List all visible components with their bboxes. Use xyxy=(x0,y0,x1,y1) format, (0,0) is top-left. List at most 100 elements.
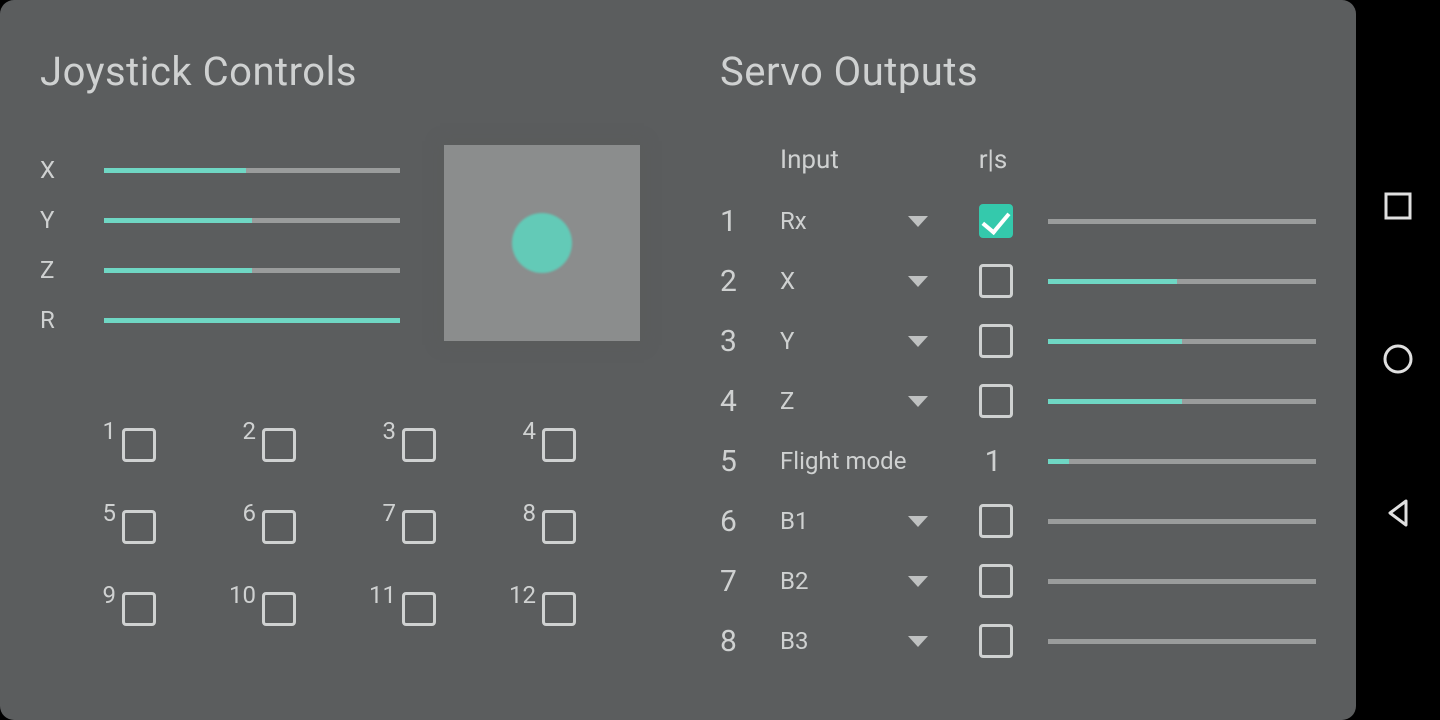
servo-output-bar[interactable] xyxy=(1048,639,1316,644)
servo-output-bar[interactable] xyxy=(1048,219,1316,224)
chevron-down-icon xyxy=(908,636,928,647)
servo-input-label: Rx xyxy=(780,207,807,235)
joystick-button-checkbox[interactable] xyxy=(402,592,436,626)
joystick-button-cell: 5 xyxy=(80,487,220,567)
servo-output-bar[interactable] xyxy=(1048,579,1316,584)
chevron-down-icon xyxy=(908,576,928,587)
servo-rs-text: 1 xyxy=(958,444,1028,479)
servo-row-index: 4 xyxy=(720,384,780,419)
joystick-button-checkbox[interactable] xyxy=(262,510,296,544)
servo-rs-cell xyxy=(958,264,1028,298)
servo-input-select[interactable]: Y xyxy=(780,327,958,355)
chevron-down-icon xyxy=(908,336,928,347)
joystick-button-cell: 6 xyxy=(220,487,360,567)
servo-bar-fill xyxy=(1048,279,1177,284)
joystick-button-checkbox[interactable] xyxy=(262,428,296,462)
joystick-button-checkbox[interactable] xyxy=(122,428,156,462)
joystick-pad[interactable] xyxy=(444,145,640,341)
servo-row-index: 2 xyxy=(720,264,780,299)
servo-rs-checkbox[interactable] xyxy=(979,504,1013,538)
servo-rs-cell xyxy=(958,624,1028,658)
servo-row: 6B1 xyxy=(720,491,1316,551)
servo-output-bar[interactable] xyxy=(1048,279,1316,284)
servo-output-bar[interactable] xyxy=(1048,519,1316,524)
servo-input-select[interactable]: B2 xyxy=(780,567,958,595)
servo-input-label: B3 xyxy=(780,627,808,655)
joystick-button-cell: 11 xyxy=(360,569,500,649)
joystick-button-checkbox[interactable] xyxy=(262,592,296,626)
servo-input-select[interactable]: Rx xyxy=(780,207,958,235)
servo-rs-cell xyxy=(958,384,1028,418)
joystick-button-cell: 9 xyxy=(80,569,220,649)
joystick-button-number: 6 xyxy=(220,499,256,527)
servo-input-select[interactable]: B3 xyxy=(780,627,958,655)
servo-row: 2X xyxy=(720,251,1316,311)
axis-bar-fill xyxy=(104,218,252,223)
servo-rs-checkbox[interactable] xyxy=(979,264,1013,298)
joystick-button-checkbox[interactable] xyxy=(542,510,576,544)
axes-list: XYZR xyxy=(40,145,400,345)
joystick-button-number: 4 xyxy=(500,417,536,445)
axis-bar[interactable] xyxy=(104,318,400,323)
servo-input-select[interactable]: B1 xyxy=(780,507,958,535)
servo-rs-cell xyxy=(958,324,1028,358)
chevron-down-icon xyxy=(908,216,928,227)
joystick-button-number: 12 xyxy=(500,581,536,609)
servo-rs-checkbox[interactable] xyxy=(979,324,1013,358)
axis-bar[interactable] xyxy=(104,218,400,223)
servo-row-index: 1 xyxy=(720,204,780,239)
joystick-button-checkbox[interactable] xyxy=(542,592,576,626)
axis-row: Z xyxy=(40,245,400,295)
servo-rs-checkbox[interactable] xyxy=(979,204,1013,238)
servo-header: Input r|s xyxy=(720,145,1316,175)
joystick-button-checkbox[interactable] xyxy=(402,428,436,462)
servo-rs-cell xyxy=(958,504,1028,538)
servo-output-bar[interactable] xyxy=(1048,399,1316,404)
home-icon[interactable] xyxy=(1381,342,1415,376)
servo-row-index: 7 xyxy=(720,564,780,599)
joystick-button-number: 9 xyxy=(80,581,116,609)
chevron-down-icon xyxy=(908,276,928,287)
joystick-dot xyxy=(512,213,572,273)
recent-apps-icon[interactable] xyxy=(1383,191,1413,221)
axis-label: Y xyxy=(40,206,104,234)
servo-header-input: Input xyxy=(780,145,958,175)
joystick-button-checkbox[interactable] xyxy=(122,592,156,626)
joystick-button-cell: 10 xyxy=(220,569,360,649)
servo-row: 8B3 xyxy=(720,611,1316,671)
servo-input-label: X xyxy=(780,267,795,295)
axis-bar-fill xyxy=(104,318,400,323)
joystick-button-checkbox[interactable] xyxy=(122,510,156,544)
servo-row-index: 8 xyxy=(720,624,780,659)
servo-input-label: Y xyxy=(780,327,794,355)
servo-rs-checkbox[interactable] xyxy=(979,624,1013,658)
back-icon[interactable] xyxy=(1382,497,1414,529)
joystick-button-number: 10 xyxy=(220,581,256,609)
axis-label: Z xyxy=(40,256,104,284)
servo-column: Servo Outputs Input r|s 1Rx2X3Y4Z5Flight… xyxy=(680,48,1316,690)
servo-rows: 1Rx2X3Y4Z5Flight mode16B17B28B3 xyxy=(720,191,1316,671)
servo-rs-checkbox[interactable] xyxy=(979,384,1013,418)
app-panel: Joystick Controls XYZR 123456789101112 S… xyxy=(0,0,1356,720)
joystick-button-number: 8 xyxy=(500,499,536,527)
servo-input-select[interactable]: Z xyxy=(780,387,958,415)
axis-label: X xyxy=(40,156,104,184)
joystick-button-checkbox[interactable] xyxy=(402,510,436,544)
joystick-button-grid: 123456789101112 xyxy=(40,405,680,649)
axis-bar[interactable] xyxy=(104,168,400,173)
axis-bar[interactable] xyxy=(104,268,400,273)
chevron-down-icon xyxy=(908,516,928,527)
joystick-button-number: 1 xyxy=(80,417,116,445)
android-navbar xyxy=(1356,0,1440,720)
servo-row: 5Flight mode1 xyxy=(720,431,1316,491)
servo-input-label: B1 xyxy=(780,507,808,535)
servo-bar-fill xyxy=(1048,339,1182,344)
servo-input-select[interactable]: X xyxy=(780,267,958,295)
joystick-button-number: 11 xyxy=(360,581,396,609)
joystick-button-checkbox[interactable] xyxy=(542,428,576,462)
servo-input-label: Z xyxy=(780,387,794,415)
servo-output-bar[interactable] xyxy=(1048,339,1316,344)
joystick-button-number: 5 xyxy=(80,499,116,527)
servo-output-bar[interactable] xyxy=(1048,459,1316,464)
servo-rs-checkbox[interactable] xyxy=(979,564,1013,598)
